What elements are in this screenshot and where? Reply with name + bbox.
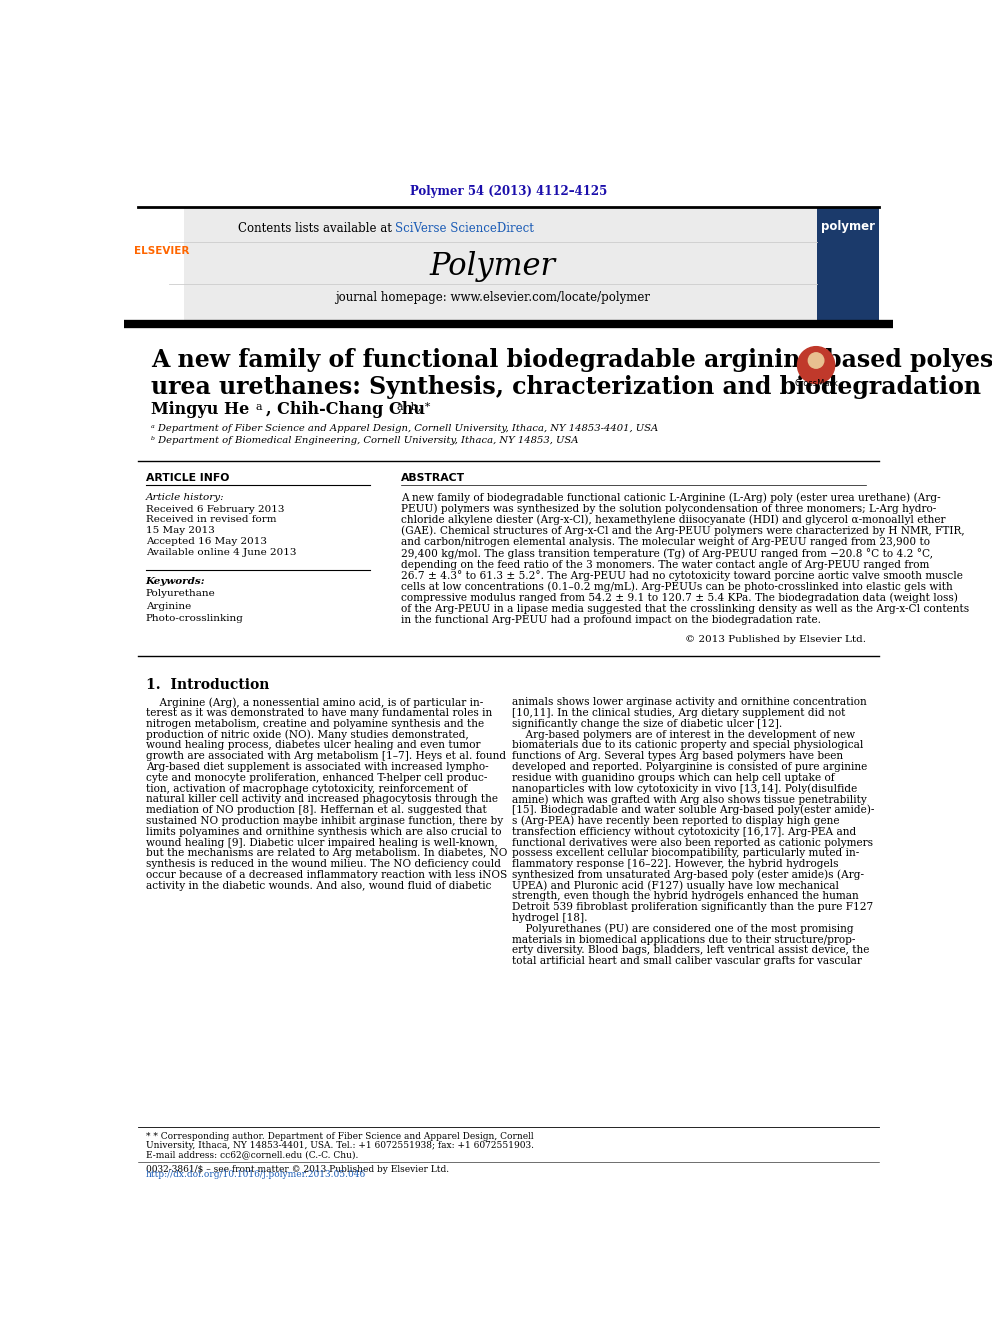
Circle shape bbox=[798, 347, 834, 384]
Text: ABSTRACT: ABSTRACT bbox=[402, 472, 465, 483]
Text: Polyurethane: Polyurethane bbox=[146, 589, 215, 598]
Text: erty diversity. Blood bags, bladders, left ventrical assist device, the: erty diversity. Blood bags, bladders, le… bbox=[512, 946, 869, 955]
Bar bbox=[169, 208, 816, 321]
Circle shape bbox=[808, 353, 823, 368]
Text: terest as it was demonstrated to have many fundamental roles in: terest as it was demonstrated to have ma… bbox=[146, 708, 492, 718]
Text: 0032-3861/$ – see front matter © 2013 Published by Elsevier Ltd.: 0032-3861/$ – see front matter © 2013 Pu… bbox=[146, 1164, 448, 1174]
Text: Contents lists available at: Contents lists available at bbox=[238, 221, 395, 234]
Text: tion, activation of macrophage cytotoxicity, reinforcement of: tion, activation of macrophage cytotoxic… bbox=[146, 783, 467, 794]
Text: sustained NO production maybe inhibit arginase function, there by: sustained NO production maybe inhibit ar… bbox=[146, 816, 503, 826]
Text: UPEA) and Pluronic acid (F127) usually have low mechanical: UPEA) and Pluronic acid (F127) usually h… bbox=[512, 880, 838, 890]
Text: [15]. Biodegradable and water soluble Arg-based poly(ester amide)-: [15]. Biodegradable and water soluble Ar… bbox=[512, 804, 874, 815]
Text: Mingyu He: Mingyu He bbox=[151, 401, 255, 418]
Text: , Chih-Chang Chu: , Chih-Chang Chu bbox=[266, 401, 431, 418]
Text: Arg-based diet supplement is associated with increased lympho-: Arg-based diet supplement is associated … bbox=[146, 762, 488, 773]
Text: SciVerse ScienceDirect: SciVerse ScienceDirect bbox=[395, 221, 534, 234]
Text: Accepted 16 May 2013: Accepted 16 May 2013 bbox=[146, 537, 267, 546]
Text: [10,11]. In the clinical studies, Arg dietary supplement did not: [10,11]. In the clinical studies, Arg di… bbox=[512, 708, 845, 718]
Text: PEUU) polymers was synthesized by the solution polycondensation of three monomer: PEUU) polymers was synthesized by the so… bbox=[402, 504, 936, 515]
Text: * * Corresponding author. Department of Fiber Science and Apparel Design, Cornel: * * Corresponding author. Department of … bbox=[146, 1132, 534, 1142]
Text: compressive modulus ranged from 54.2 ± 9.1 to 120.7 ± 5.4 KPa. The biodegradatio: compressive modulus ranged from 54.2 ± 9… bbox=[402, 593, 958, 603]
Text: Arginine: Arginine bbox=[146, 602, 190, 611]
Text: functions of Arg. Several types Arg based polymers have been: functions of Arg. Several types Arg base… bbox=[512, 751, 842, 761]
Text: significantly change the size of diabetic ulcer [12].: significantly change the size of diabeti… bbox=[512, 718, 782, 729]
Text: occur because of a decreased inflammatory reaction with less iNOS: occur because of a decreased inflammator… bbox=[146, 869, 507, 880]
Text: s (Arg-PEA) have recently been reported to display high gene: s (Arg-PEA) have recently been reported … bbox=[512, 816, 839, 827]
Text: Polymer: Polymer bbox=[430, 251, 556, 282]
Text: mediation of NO production [8]. Heffernan et al. suggested that: mediation of NO production [8]. Hefferna… bbox=[146, 806, 486, 815]
Text: amine) which was grafted with Arg also shows tissue penetrability: amine) which was grafted with Arg also s… bbox=[512, 794, 866, 804]
Text: http://dx.doi.org/10.1016/j.polymer.2013.05.046: http://dx.doi.org/10.1016/j.polymer.2013… bbox=[146, 1170, 366, 1179]
Text: transfection efficiency without cytotoxicity [16,17]. Arg-PEA and: transfection efficiency without cytotoxi… bbox=[512, 827, 856, 836]
Text: 29,400 kg/mol. The glass transition temperature (Tg) of Arg-PEUU ranged from −20: 29,400 kg/mol. The glass transition temp… bbox=[402, 548, 933, 558]
Text: Received 6 February 2013: Received 6 February 2013 bbox=[146, 504, 284, 513]
Text: residue with guanidino groups which can help cell uptake of: residue with guanidino groups which can … bbox=[512, 773, 834, 783]
Text: in the functional Arg-PEUU had a profound impact on the biodegradation rate.: in the functional Arg-PEUU had a profoun… bbox=[402, 615, 821, 626]
Text: hydrogel [18].: hydrogel [18]. bbox=[512, 913, 587, 923]
Text: Arginine (Arg), a nonessential amino acid, is of particular in-: Arginine (Arg), a nonessential amino aci… bbox=[146, 697, 483, 708]
Bar bbox=[138, 208, 185, 321]
Text: wound healing [9]. Diabetic ulcer impaired healing is well-known,: wound healing [9]. Diabetic ulcer impair… bbox=[146, 837, 497, 848]
Text: Polyurethanes (PU) are considered one of the most promising: Polyurethanes (PU) are considered one of… bbox=[512, 923, 853, 934]
Text: possess excellent cellular biocompatibility, particularly muted in-: possess excellent cellular biocompatibil… bbox=[512, 848, 859, 859]
Text: ᵃ Department of Fiber Science and Apparel Design, Cornell University, Ithaca, NY: ᵃ Department of Fiber Science and Appare… bbox=[151, 423, 659, 433]
Text: materials in biomedical applications due to their structure/prop-: materials in biomedical applications due… bbox=[512, 934, 855, 945]
Bar bbox=[816, 208, 879, 321]
Text: biomaterials due to its cationic property and special physiological: biomaterials due to its cationic propert… bbox=[512, 741, 863, 750]
Text: (GAE). Chemical structures of Arg-x-Cl and the Arg-PEUU polymers were characteri: (GAE). Chemical structures of Arg-x-Cl a… bbox=[402, 525, 965, 536]
Text: CrossMark: CrossMark bbox=[795, 380, 838, 388]
Text: A new family of biodegradable functional cationic L-Arginine (L-Arg) poly (ester: A new family of biodegradable functional… bbox=[402, 492, 941, 503]
Text: ᵇ Department of Biomedical Engineering, Cornell University, Ithaca, NY 14853, US: ᵇ Department of Biomedical Engineering, … bbox=[151, 437, 578, 445]
Text: Polymer 54 (2013) 4112–4125: Polymer 54 (2013) 4112–4125 bbox=[410, 185, 607, 197]
Text: Photo-crosslinking: Photo-crosslinking bbox=[146, 614, 244, 623]
Text: cyte and monocyte proliferation, enhanced T-helper cell produc-: cyte and monocyte proliferation, enhance… bbox=[146, 773, 487, 783]
Text: growth are associated with Arg metabolism [1–7]. Heys et al. found: growth are associated with Arg metabolis… bbox=[146, 751, 506, 761]
Text: developed and reported. Polyarginine is consisted of pure arginine: developed and reported. Polyarginine is … bbox=[512, 762, 867, 773]
Text: activity in the diabetic wounds. And also, wound fluid of diabetic: activity in the diabetic wounds. And als… bbox=[146, 881, 491, 890]
Text: Arg-based polymers are of interest in the development of new: Arg-based polymers are of interest in th… bbox=[512, 730, 855, 740]
Text: Article history:: Article history: bbox=[146, 493, 224, 501]
Text: strength, even though the hybrid hydrogels enhanced the human: strength, even though the hybrid hydroge… bbox=[512, 892, 858, 901]
Text: ARTICLE INFO: ARTICLE INFO bbox=[146, 472, 229, 483]
Text: of the Arg-PEUU in a lipase media suggested that the crosslinking density as wel: of the Arg-PEUU in a lipase media sugges… bbox=[402, 605, 969, 614]
Text: journal homepage: www.elsevier.com/locate/polymer: journal homepage: www.elsevier.com/locat… bbox=[335, 291, 651, 304]
Text: limits polyamines and ornithine synthesis which are also crucial to: limits polyamines and ornithine synthesi… bbox=[146, 827, 501, 836]
Text: polymer: polymer bbox=[820, 220, 875, 233]
Text: University, Ithaca, NY 14853-4401, USA. Tel.: +1 6072551938; fax: +1 6072551903.: University, Ithaca, NY 14853-4401, USA. … bbox=[146, 1142, 534, 1151]
Text: Detroit 539 fibroblast proliferation significantly than the pure F127: Detroit 539 fibroblast proliferation sig… bbox=[512, 902, 873, 912]
Text: 15 May 2013: 15 May 2013 bbox=[146, 527, 214, 536]
Text: flammatory response [16–22]. However, the hybrid hydrogels: flammatory response [16–22]. However, th… bbox=[512, 859, 838, 869]
Text: total artificial heart and small caliber vascular grafts for vascular: total artificial heart and small caliber… bbox=[512, 957, 861, 966]
Text: wound healing process, diabetes ulcer healing and even tumor: wound healing process, diabetes ulcer he… bbox=[146, 741, 480, 750]
Text: 1.  Introduction: 1. Introduction bbox=[146, 677, 269, 692]
Text: synthesis is reduced in the wound milieu. The NO deficiency could: synthesis is reduced in the wound milieu… bbox=[146, 859, 501, 869]
Text: nanoparticles with low cytotoxicity in vivo [13,14]. Poly(disulfide: nanoparticles with low cytotoxicity in v… bbox=[512, 783, 857, 794]
Text: synthesized from unsaturated Arg-based poly (ester amide)s (Arg-: synthesized from unsaturated Arg-based p… bbox=[512, 869, 863, 880]
Text: urea urethanes: Synthesis, chracterization and biodegradation: urea urethanes: Synthesis, chracterizati… bbox=[151, 374, 981, 398]
Text: animals shows lower arginase activity and ornithine concentration: animals shows lower arginase activity an… bbox=[512, 697, 866, 708]
Text: A new family of functional biodegradable arginine-based polyester: A new family of functional biodegradable… bbox=[151, 348, 992, 373]
Text: depending on the feed ratio of the 3 monomers. The water contact angle of Arg-PE: depending on the feed ratio of the 3 mon… bbox=[402, 560, 930, 569]
Text: E-mail address: cc62@cornell.edu (C.-C. Chu).: E-mail address: cc62@cornell.edu (C.-C. … bbox=[146, 1151, 358, 1160]
Text: © 2013 Published by Elsevier Ltd.: © 2013 Published by Elsevier Ltd. bbox=[685, 635, 866, 644]
Text: natural killer cell activity and increased phagocytosis through the: natural killer cell activity and increas… bbox=[146, 794, 498, 804]
Text: cells at low concentrations (0.1–0.2 mg/mL). Arg-PEUUs can be photo-crosslinked : cells at low concentrations (0.1–0.2 mg/… bbox=[402, 582, 953, 593]
Text: chloride alkylene diester (Arg-x-Cl), hexamethylene diisocyanate (HDI) and glyce: chloride alkylene diester (Arg-x-Cl), he… bbox=[402, 515, 946, 525]
Text: ELSEVIER: ELSEVIER bbox=[134, 246, 188, 257]
Text: 26.7 ± 4.3° to 61.3 ± 5.2°. The Arg-PEUU had no cytotoxicity toward porcine aort: 26.7 ± 4.3° to 61.3 ± 5.2°. The Arg-PEUU… bbox=[402, 570, 963, 581]
Text: Keywords:: Keywords: bbox=[146, 577, 205, 586]
Text: a: a bbox=[256, 402, 262, 411]
Text: Received in revised form: Received in revised form bbox=[146, 516, 276, 524]
Text: a, b, *: a, b, * bbox=[397, 402, 431, 411]
Text: nitrogen metabolism, creatine and polyamine synthesis and the: nitrogen metabolism, creatine and polyam… bbox=[146, 718, 484, 729]
Text: Available online 4 June 2013: Available online 4 June 2013 bbox=[146, 548, 297, 557]
Text: functional derivatives were also been reported as cationic polymers: functional derivatives were also been re… bbox=[512, 837, 873, 848]
Text: and carbon/nitrogen elemental analysis. The molecular weight of Arg-PEUU ranged : and carbon/nitrogen elemental analysis. … bbox=[402, 537, 930, 548]
Text: production of nitric oxide (NO). Many studies demonstrated,: production of nitric oxide (NO). Many st… bbox=[146, 729, 468, 740]
Text: but the mechanisms are related to Arg metabolism. In diabetes, NO: but the mechanisms are related to Arg me… bbox=[146, 848, 507, 859]
